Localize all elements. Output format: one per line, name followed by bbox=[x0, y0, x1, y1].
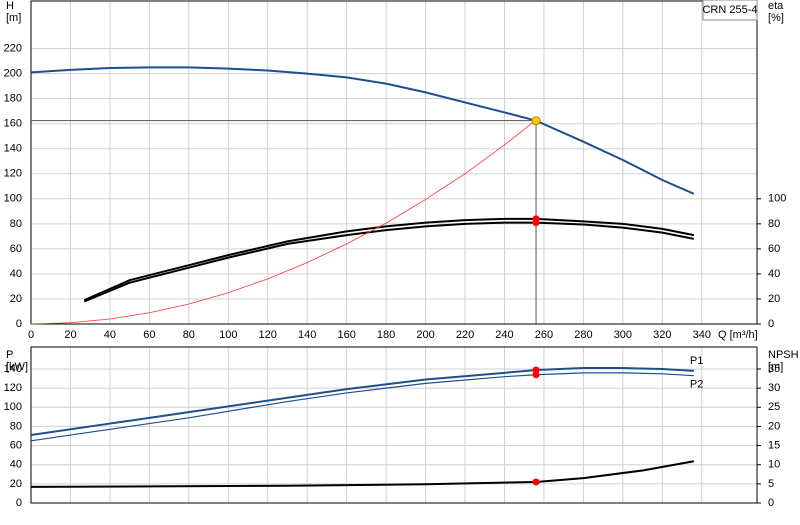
x-tick-label: 60 bbox=[143, 329, 155, 341]
y-tick-label: 140 bbox=[4, 143, 22, 155]
y2-tick-label: 10 bbox=[768, 459, 780, 471]
y2-tick-label: 20 bbox=[768, 293, 780, 305]
y2-tick-label: 30 bbox=[768, 382, 780, 394]
y-tick-label: 140 bbox=[4, 363, 22, 375]
y2-tick-label: 100 bbox=[768, 193, 786, 205]
series-label: P2 bbox=[690, 379, 703, 391]
y-tick-label: 80 bbox=[10, 218, 22, 230]
series-line bbox=[83, 221, 695, 303]
y-axis-label: P bbox=[6, 349, 13, 361]
x-tick-label: 80 bbox=[183, 329, 195, 341]
y-tick-label: 120 bbox=[4, 382, 22, 394]
y2-tick-label: 25 bbox=[768, 401, 780, 413]
x-tick-label: 180 bbox=[377, 329, 395, 341]
y2-tick-label: 0 bbox=[768, 497, 774, 509]
y2-tick-label: 80 bbox=[768, 218, 780, 230]
series-line bbox=[30, 367, 694, 437]
y2-tick-label: 0 bbox=[768, 318, 774, 330]
y-tick-label: 60 bbox=[10, 439, 22, 451]
y-tick-label: 20 bbox=[10, 478, 22, 490]
y-tick-label: 0 bbox=[16, 318, 22, 330]
x-tick-label: 280 bbox=[574, 329, 592, 341]
x-tick-label: 20 bbox=[64, 329, 76, 341]
y-tick-label: 60 bbox=[10, 243, 22, 255]
x-tick-label: 140 bbox=[298, 329, 316, 341]
y2-tick-label: 35 bbox=[768, 363, 780, 375]
y-tick-label: 40 bbox=[10, 268, 22, 280]
duty-marker bbox=[532, 478, 540, 486]
y2-tick-label: 20 bbox=[768, 420, 780, 432]
y-tick-label: 180 bbox=[4, 93, 22, 105]
x-tick-label: 40 bbox=[104, 329, 116, 341]
series-line bbox=[83, 217, 695, 302]
x-tick-label: 220 bbox=[456, 329, 474, 341]
x-tick-label: 100 bbox=[219, 329, 237, 341]
y2-tick-label: 15 bbox=[768, 439, 780, 451]
x-tick-label: 200 bbox=[416, 329, 434, 341]
series-line bbox=[30, 372, 694, 442]
y2-tick-label: 60 bbox=[768, 243, 780, 255]
y-tick-label: 120 bbox=[4, 168, 22, 180]
plot-frame bbox=[30, 346, 758, 504]
duty-marker bbox=[532, 371, 540, 379]
y-tick-label: 0 bbox=[16, 497, 22, 509]
y2-axis-label: [m] bbox=[768, 361, 783, 373]
duty-marker bbox=[532, 366, 540, 374]
duty-marker bbox=[532, 219, 540, 227]
y-axis-label: H bbox=[6, 0, 14, 12]
y-tick-label: 220 bbox=[4, 42, 22, 54]
duty-point bbox=[531, 116, 541, 126]
y2-tick-label: 5 bbox=[768, 478, 774, 490]
x-tick-label: 0 bbox=[28, 329, 34, 341]
y2-axis-label: eta bbox=[768, 0, 784, 12]
y-tick-label: 160 bbox=[4, 118, 22, 130]
x-tick-label: 260 bbox=[535, 329, 553, 341]
y-tick-label: 40 bbox=[10, 459, 22, 471]
y-tick-label: 200 bbox=[4, 68, 22, 80]
series-line bbox=[30, 66, 695, 195]
x-tick-label: 120 bbox=[259, 329, 277, 341]
model-box bbox=[702, 0, 758, 21]
series-line bbox=[30, 119, 537, 325]
y-axis-label: [kW] bbox=[6, 361, 28, 373]
y2-tick-label: 40 bbox=[768, 268, 780, 280]
x-tick-label: 160 bbox=[337, 329, 355, 341]
x-tick-label: 240 bbox=[495, 329, 513, 341]
x-tick-label: 340 bbox=[693, 329, 711, 341]
y-tick-label: 20 bbox=[10, 293, 22, 305]
plot-frame bbox=[30, 0, 758, 325]
y2-axis-label: [%] bbox=[768, 12, 784, 24]
model-label: CRN 255-4 bbox=[702, 4, 757, 16]
x-tick-label: 320 bbox=[653, 329, 671, 341]
series-label: P1 bbox=[690, 355, 703, 367]
y-axis-label: [m] bbox=[6, 12, 21, 24]
x-tick-label: 300 bbox=[614, 329, 632, 341]
y-tick-label: 100 bbox=[4, 193, 22, 205]
y-tick-label: 80 bbox=[10, 420, 22, 432]
y-tick-label: 100 bbox=[4, 401, 22, 413]
y2-axis-label: NPSH bbox=[768, 349, 799, 361]
x-axis-label: Q [m³/h] bbox=[718, 329, 758, 341]
plot-area bbox=[30, 0, 758, 325]
